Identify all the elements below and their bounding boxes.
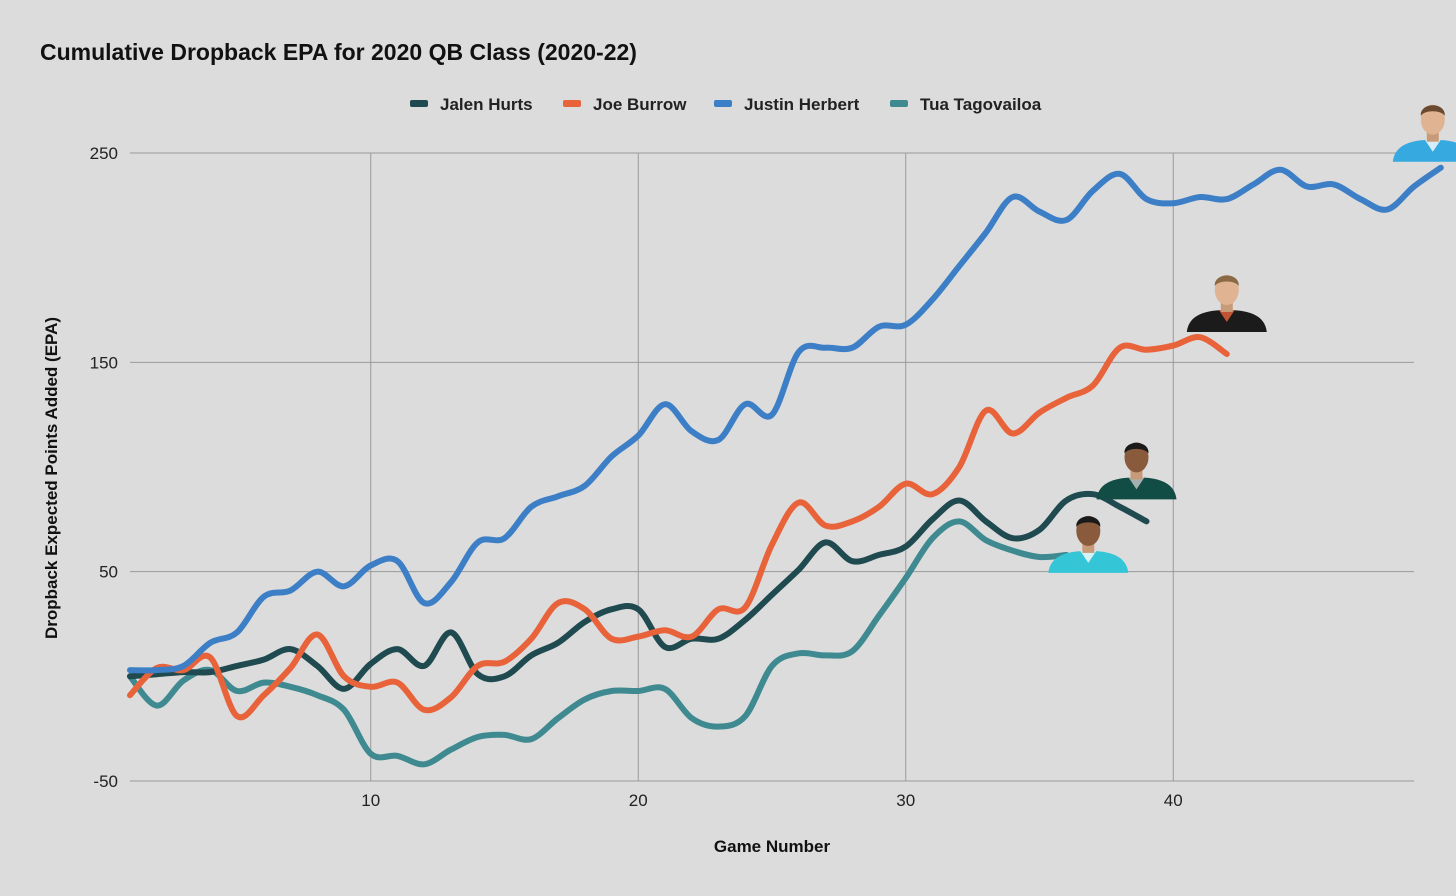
collar-shape: [1080, 550, 1097, 563]
legend-label-tua-tagovailoa: Tua Tagovailoa: [920, 95, 1042, 114]
y-tick-label: 50: [99, 563, 118, 582]
hair-shape: [1214, 275, 1239, 286]
legend-swatch-justin-herbert: [714, 100, 732, 107]
legend-item-jalen-hurts[interactable]: Jalen Hurts: [410, 95, 533, 114]
series-line-joe-burrow: [127, 334, 1230, 721]
y-tick-label: 250: [90, 144, 118, 163]
neck-shape: [1426, 131, 1439, 142]
player-headshots: [1048, 104, 1456, 573]
x-axis-ticks: 10 20 30 40: [361, 791, 1182, 810]
legend: Jalen Hurts Joe Burrow Justin Herbert Tu…: [410, 95, 1042, 114]
x-tick-label: 40: [1164, 791, 1183, 810]
chart-title: Cumulative Dropback EPA for 2020 QB Clas…: [40, 39, 637, 65]
hair-shape: [1076, 516, 1101, 527]
legend-item-tua-tagovailoa[interactable]: Tua Tagovailoa: [890, 95, 1042, 114]
collar-shape: [1128, 477, 1145, 490]
face-shape: [1124, 442, 1149, 473]
face-shape: [1076, 515, 1101, 546]
collar-shape: [1424, 139, 1441, 152]
legend-swatch-tua-tagovailoa: [890, 100, 908, 107]
hair-shape: [1124, 442, 1149, 454]
headshot-justin-herbert-icon: [1392, 104, 1456, 162]
y-tick-label: 150: [90, 353, 118, 372]
jersey-shape: [1392, 139, 1456, 162]
y-tick-label: -50: [93, 772, 118, 791]
face-shape: [1420, 104, 1445, 135]
headshot-jalen-hurts-icon: [1096, 442, 1177, 500]
headshot-tua-tagovailoa-icon: [1048, 515, 1129, 573]
x-tick-label: 30: [896, 791, 915, 810]
grid: [130, 152, 1414, 782]
legend-swatch-joe-burrow: [563, 100, 581, 107]
y-axis-title: Dropback Expected Points Added (EPA): [42, 317, 61, 639]
face-shape: [1214, 275, 1239, 305]
legend-item-joe-burrow[interactable]: Joe Burrow: [563, 95, 687, 114]
headshot-joe-burrow-icon: [1186, 275, 1267, 332]
legend-label-justin-herbert: Justin Herbert: [744, 95, 860, 114]
hair-shape: [1420, 105, 1445, 116]
x-axis-title: Game Number: [714, 837, 831, 856]
y-axis-ticks: -50 50 150 250: [90, 144, 118, 791]
legend-label-joe-burrow: Joe Burrow: [593, 95, 687, 114]
legend-item-justin-herbert[interactable]: Justin Herbert: [714, 95, 860, 114]
neck-shape: [1082, 542, 1095, 553]
x-tick-label: 10: [361, 791, 380, 810]
series-line-justin-herbert: [127, 164, 1444, 674]
series-lines: [127, 164, 1444, 768]
x-tick-label: 20: [629, 791, 648, 810]
collar-shape: [1218, 310, 1235, 322]
legend-swatch-jalen-hurts: [410, 100, 428, 107]
legend-label-jalen-hurts: Jalen Hurts: [440, 95, 533, 114]
series-line-tua-tagovailoa: [127, 518, 1070, 768]
neck-shape: [1130, 469, 1143, 480]
neck-shape: [1220, 302, 1233, 312]
